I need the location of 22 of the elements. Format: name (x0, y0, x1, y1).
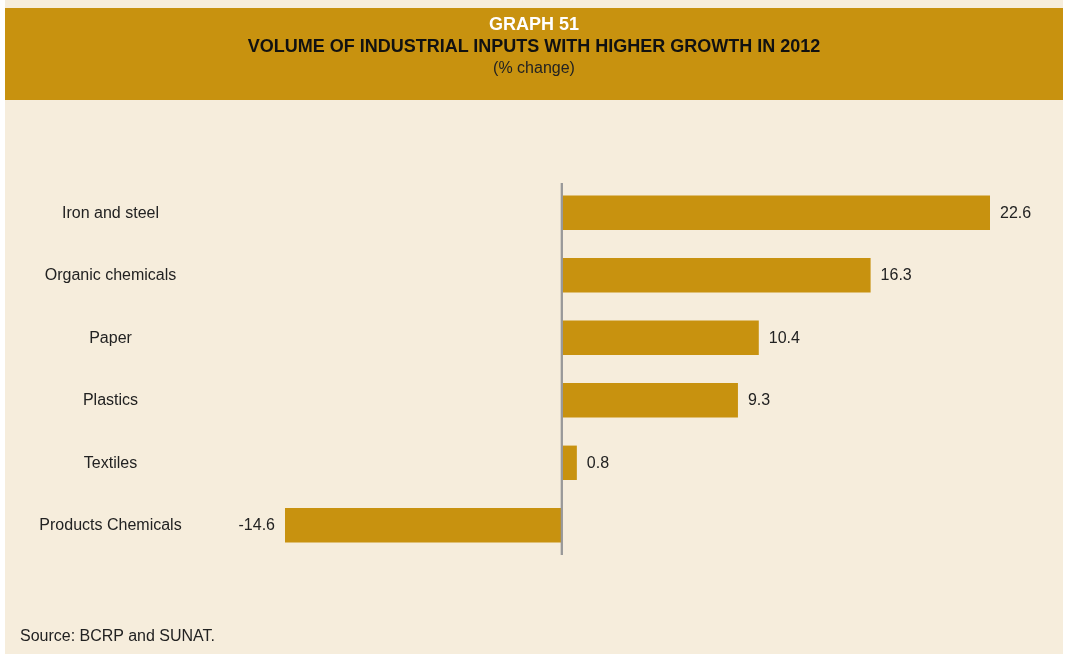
source-note: Source: BCRP and SUNAT. (20, 627, 216, 645)
y-tick-label: Paper (89, 328, 133, 346)
caption: GRAPH 51 (488, 13, 580, 35)
bar (561, 383, 738, 418)
y-tick-label: Plastics (82, 391, 139, 409)
data-label: 0.8 (586, 453, 610, 471)
y-tick-label: Textiles (83, 453, 138, 471)
data-label: 22.6 (1000, 203, 1032, 221)
y-tick-label: Products Chemicals (39, 516, 182, 534)
data-label: 16.3 (880, 266, 912, 284)
bar (285, 508, 562, 543)
bar (561, 195, 990, 230)
y-tick-label: Iron and steel (62, 203, 159, 221)
bar (561, 445, 577, 480)
bar (561, 320, 759, 355)
data-label: 9.3 (747, 391, 771, 409)
data-label: 10.4 (768, 328, 801, 346)
chart-title: VOLUME OF INDUSTRIAL INPUTS WITH HIGHER GROWTH IN 2012 (246, 35, 822, 57)
y-tick-label: Organic chemicals (44, 266, 177, 284)
chart-subtitle: (% change) (492, 58, 576, 78)
data-label: -14.6 (238, 516, 276, 534)
bar (561, 258, 871, 293)
